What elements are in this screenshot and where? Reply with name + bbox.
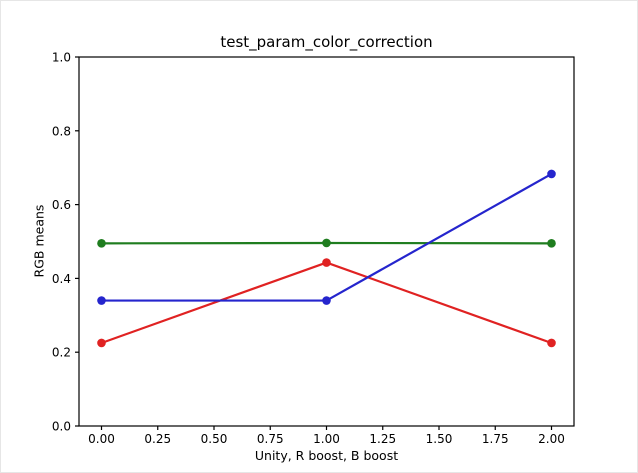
series-line-blue: [101, 173, 553, 302]
x-tick-label: 2.00: [538, 432, 565, 446]
data-point-blue: [322, 296, 331, 305]
data-point-green: [322, 238, 331, 248]
data-point-blue: [547, 169, 556, 179]
x-tick-label: 1.50: [426, 432, 453, 446]
y-tick-label: 0.0: [52, 420, 71, 434]
x-tick-label: 0.75: [257, 432, 284, 446]
y-tick-label: 0.8: [52, 124, 71, 138]
y-tick-label: 0.2: [52, 346, 71, 360]
x-tick-label: 0.25: [144, 432, 171, 446]
x-tick-label: 1.00: [313, 432, 340, 446]
data-point-blue: [97, 296, 106, 305]
y-axis-label: RGB means: [31, 204, 47, 278]
data-point-red: [547, 338, 556, 348]
data-point-green: [547, 239, 556, 248]
data-point-red: [322, 258, 331, 267]
x-tick-label: 1.75: [482, 432, 509, 446]
x-tick-label: 1.25: [369, 432, 396, 446]
y-tick-label: 0.6: [52, 198, 71, 212]
data-point-green: [97, 239, 106, 248]
x-axis-label: Unity, R boost, B boost: [254, 448, 399, 463]
chart-title: test_param_color_correction: [220, 33, 433, 51]
data-point-red: [97, 338, 106, 348]
x-tick-label: 0.00: [88, 432, 115, 446]
y-tick-label: 0.4: [52, 272, 71, 286]
y-tick-label: 1.0: [52, 51, 71, 65]
x-tick-label: 0.50: [201, 432, 228, 446]
